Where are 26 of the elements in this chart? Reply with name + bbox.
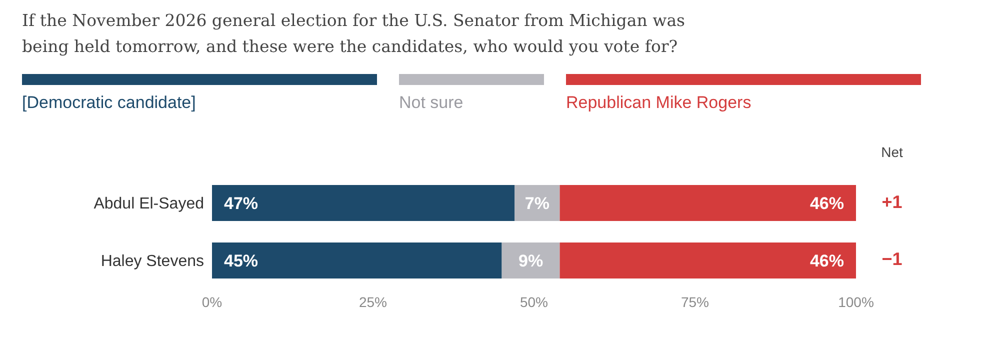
text: Not sure [399, 93, 464, 113]
data-label: 46% [810, 194, 844, 214]
data-label: 9% [518, 252, 544, 271]
data-label: 46% [810, 252, 844, 271]
x-tick-label: 0% [202, 294, 222, 310]
bar [212, 185, 515, 221]
data-label: 45% [224, 252, 258, 271]
x-tick-label: 100% [838, 294, 874, 310]
text: +1 [880, 192, 904, 213]
y-tick-label: Haley Stevens [100, 252, 204, 270]
x-tick-label: 75% [680, 294, 710, 310]
x-tick-label: 25% [358, 294, 388, 310]
text: Republican Mike Rogers [566, 93, 752, 113]
bar [502, 242, 560, 278]
data-label: 7% [524, 194, 550, 214]
bar [212, 242, 502, 278]
data-label: 47% [224, 194, 258, 214]
text: [Democratic candidate] [22, 93, 197, 113]
bar [514, 185, 560, 221]
text: Net [880, 144, 904, 160]
text: −1 [880, 249, 904, 270]
x-tick-label: 50% [520, 294, 548, 310]
y-tick-label: Abdul El-Sayed [94, 195, 204, 212]
bar [560, 185, 856, 221]
bar [560, 242, 856, 278]
chart-title: If the November 2026 general election for the U.S. Senator from Michigan was being held tomorrow, and these were the candidates, who would you vote for? [22, 10, 686, 58]
